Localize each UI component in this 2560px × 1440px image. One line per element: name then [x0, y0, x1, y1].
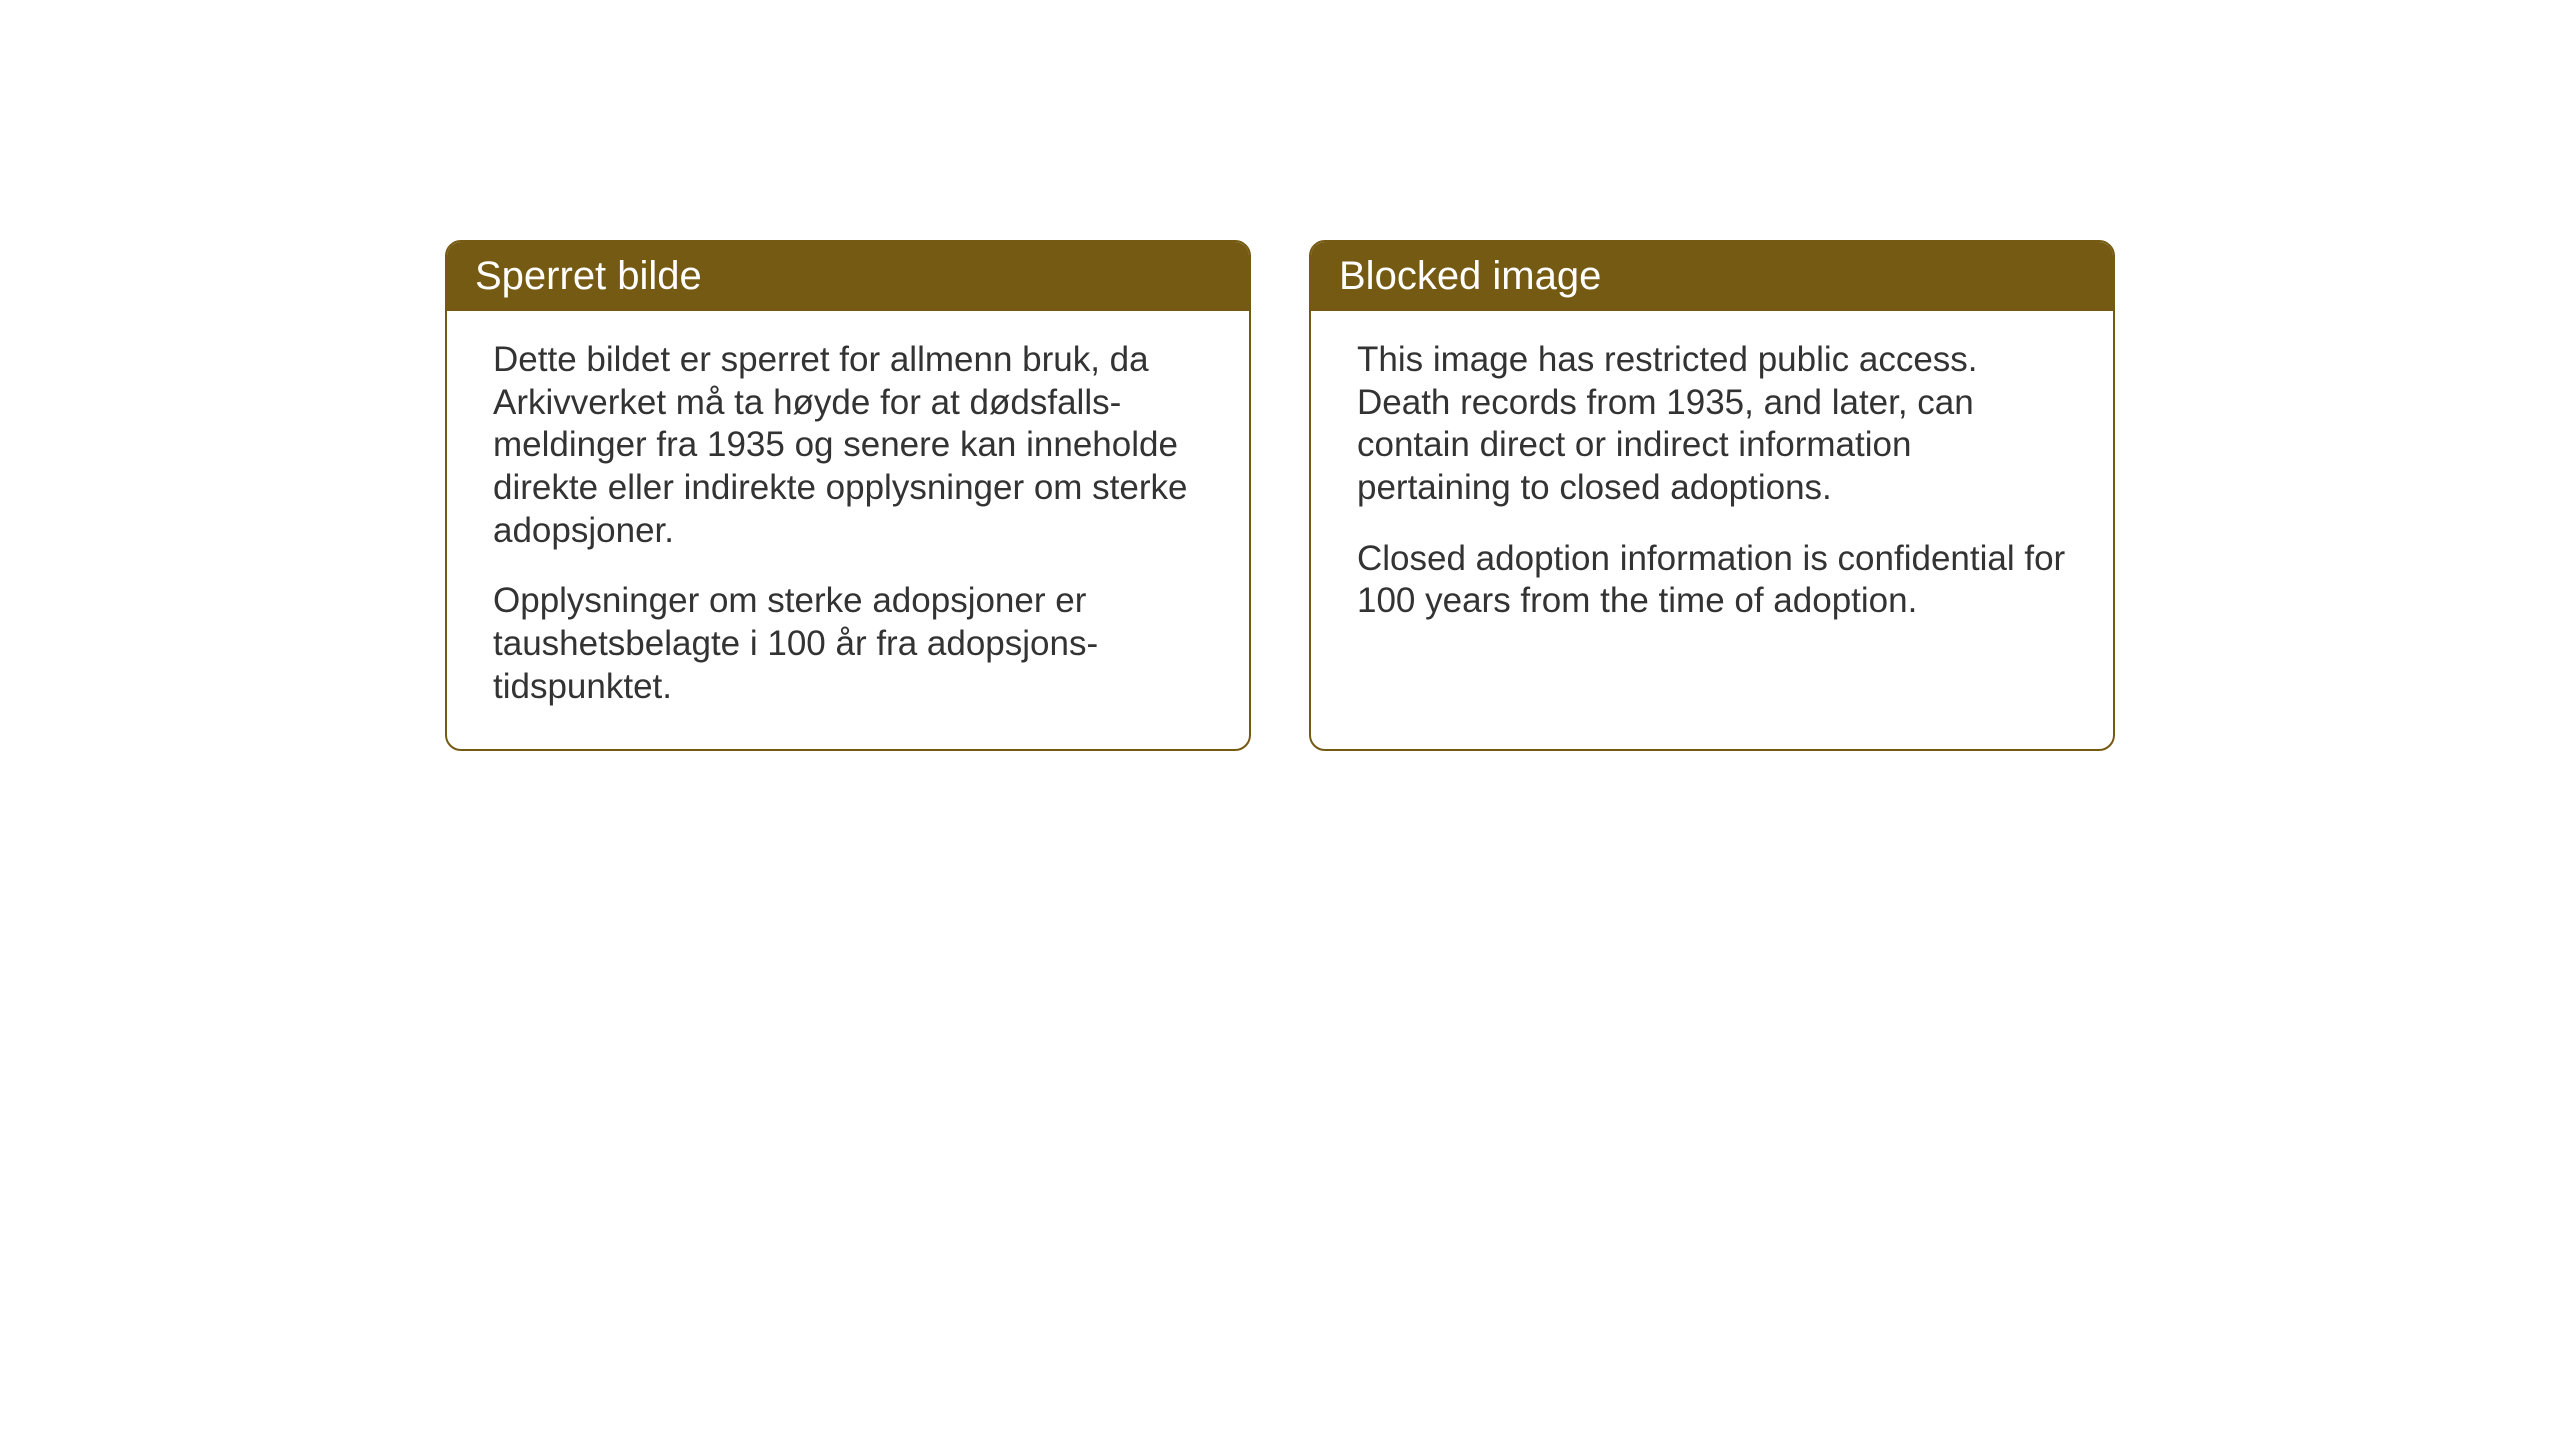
english-paragraph-1: This image has restricted public access.…	[1357, 339, 2067, 510]
norwegian-card-title: Sperret bilde	[447, 242, 1249, 311]
english-card-body: This image has restricted public access.…	[1311, 311, 2113, 663]
norwegian-paragraph-1: Dette bildet er sperret for allmenn bruk…	[493, 339, 1203, 552]
english-notice-card: Blocked image This image has restricted …	[1309, 240, 2115, 751]
notice-container: Sperret bilde Dette bildet er sperret fo…	[445, 240, 2115, 751]
norwegian-paragraph-2: Opplysninger om sterke adopsjoner er tau…	[493, 580, 1203, 708]
norwegian-card-body: Dette bildet er sperret for allmenn bruk…	[447, 311, 1249, 749]
norwegian-notice-card: Sperret bilde Dette bildet er sperret fo…	[445, 240, 1251, 751]
english-paragraph-2: Closed adoption information is confident…	[1357, 538, 2067, 623]
english-card-title: Blocked image	[1311, 242, 2113, 311]
